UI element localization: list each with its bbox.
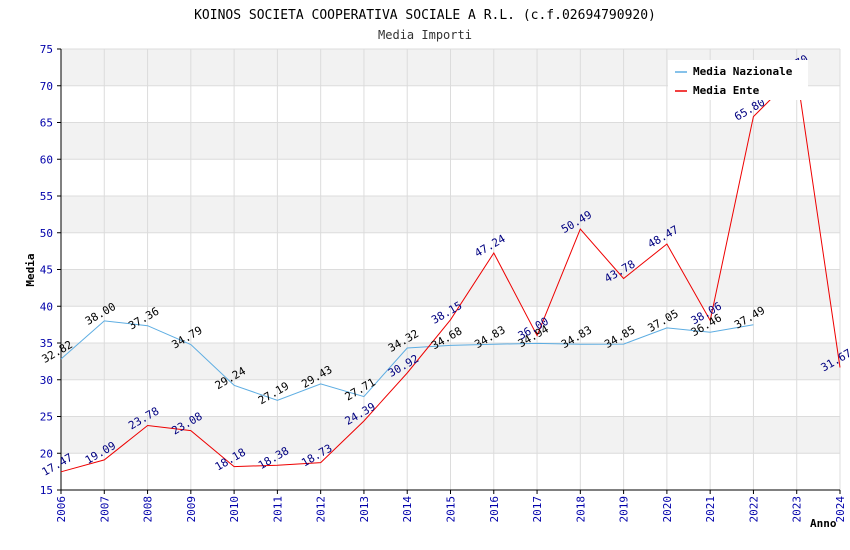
legend: Media Nazionale Media Ente: [668, 60, 808, 100]
legend-box: [668, 60, 808, 100]
x-tick-label: 2010: [228, 496, 241, 523]
x-tick-label: 2013: [358, 496, 371, 523]
x-tick-label: 2009: [185, 496, 198, 523]
x-tick-label: 2017: [531, 496, 544, 523]
y-axis-label: Media: [24, 253, 37, 286]
y-tick-labels: 15 20 25 30 35 40 45 50 55 60 65 70 75: [40, 43, 53, 497]
x-tick-label: 2012: [315, 496, 328, 523]
series-line-media-ente: [60, 72, 841, 473]
y-tick-label: 60: [40, 153, 53, 166]
y-tick-label: 50: [40, 227, 53, 240]
legend-label-media-ente: Media Ente: [693, 84, 760, 97]
y-tick-label: 55: [40, 190, 53, 203]
y-tick-label: 35: [40, 337, 53, 350]
series-group: [60, 72, 841, 473]
x-tick-label: 2019: [618, 496, 631, 523]
y-tick-label: 20: [40, 447, 53, 460]
x-tick-label: 2020: [661, 496, 674, 523]
y-tick-label: 70: [40, 80, 53, 93]
x-tick-label: 2014: [401, 496, 414, 523]
y-tick-label: 30: [40, 374, 53, 387]
x-tick-label: 2024: [834, 496, 847, 523]
grid: [60, 48, 841, 491]
y-tick-label: 45: [40, 264, 53, 277]
y-tick-label: 75: [40, 43, 53, 56]
chart-title: KOINOS SOCIETA COOPERATIVA SOCIALE A R.L…: [194, 8, 656, 23]
x-tick-label: 2022: [747, 496, 760, 523]
y-tick-label: 15: [40, 484, 53, 497]
x-tick-label: 2015: [445, 496, 458, 523]
x-tick-label: 2016: [488, 496, 501, 523]
x-tick-label: 2007: [98, 496, 111, 523]
y-tick-label: 40: [40, 300, 53, 313]
x-tick-labels: 2006 2007 2008 2009 2010 2011 2012 2013 2014 2015…: [55, 496, 847, 523]
x-tick-label: 2023: [791, 496, 804, 523]
legend-label-media-nazionale: Media Nazionale: [693, 65, 793, 78]
x-tick-label: 2006: [55, 496, 68, 523]
series-line-media-nazionale: [60, 320, 754, 401]
x-tick-label: 2018: [574, 496, 587, 523]
y-tick-label: 65: [40, 117, 53, 130]
x-tick-label: 2011: [271, 496, 284, 523]
y-tick-label: 25: [40, 411, 53, 424]
x-axis-label: Anno: [810, 517, 837, 530]
chart-subtitle: Media Importi: [378, 28, 472, 42]
x-tick-label: 2008: [142, 496, 155, 523]
axes: [57, 48, 841, 494]
x-tick-label: 2021: [704, 496, 717, 523]
